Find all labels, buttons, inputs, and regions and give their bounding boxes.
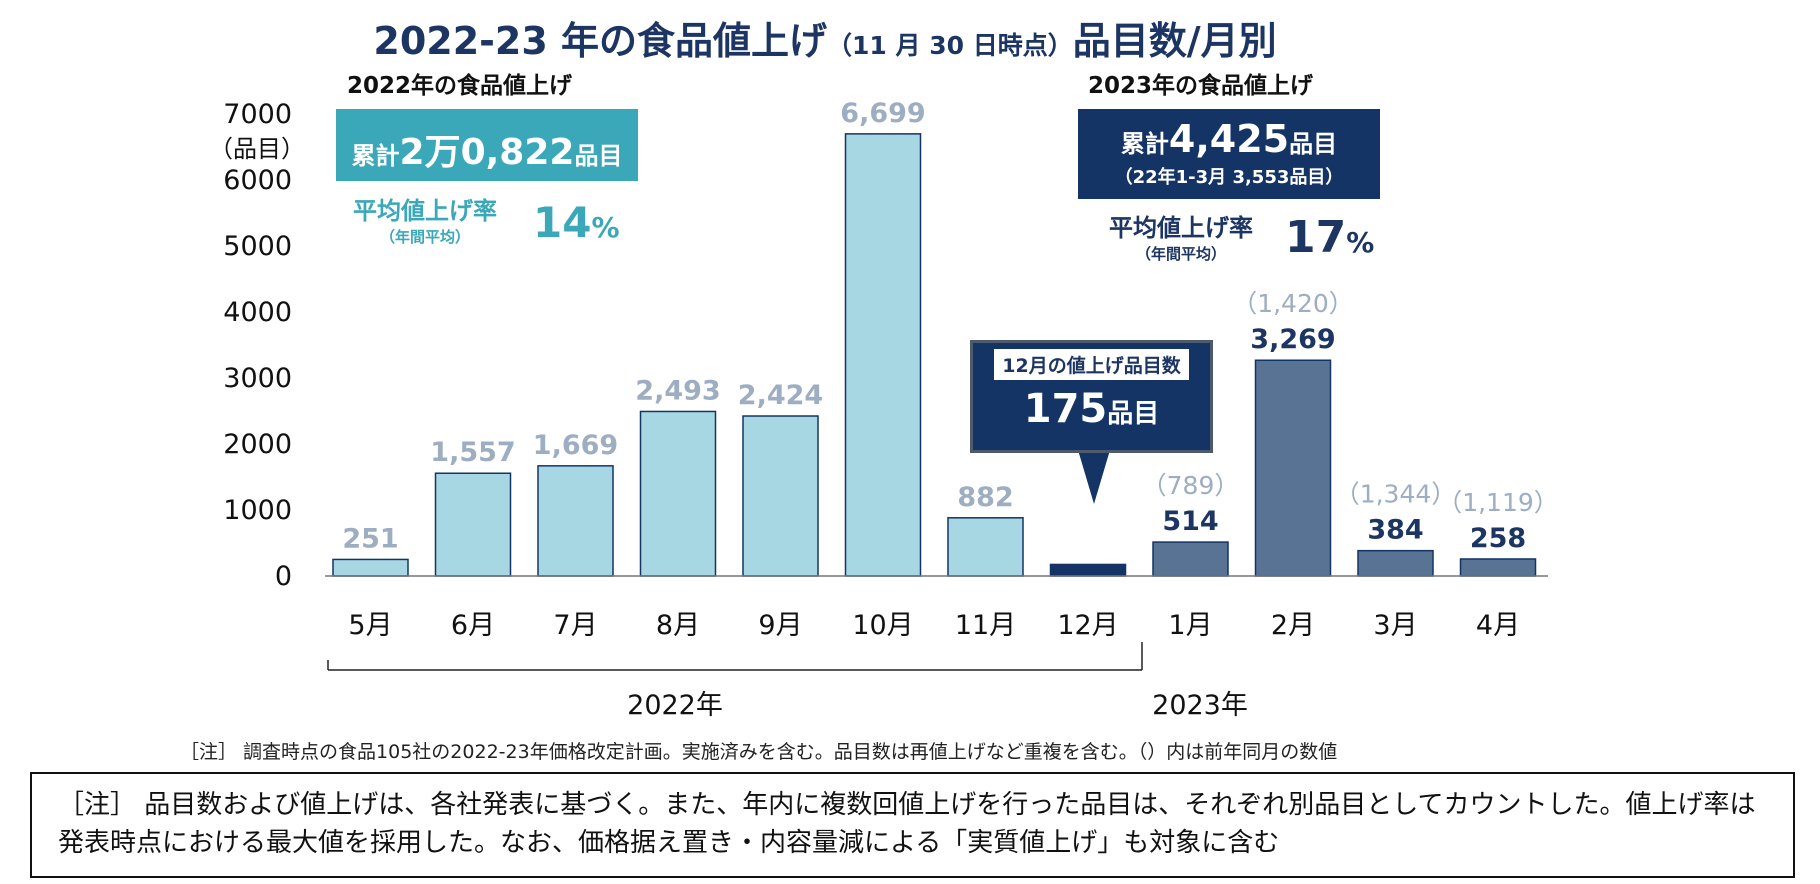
prev-year-label: （1,119） — [1437, 488, 1559, 517]
prev-year-label: （789） — [1142, 471, 1240, 500]
x-tick-label: 5月 — [348, 610, 392, 641]
x-tick-label: 2月 — [1271, 610, 1315, 641]
bar-9 — [1152, 541, 1229, 577]
x-tick-label: 1月 — [1168, 610, 1212, 641]
data-label: 2,424 — [738, 380, 823, 411]
data-labels: 251 1,557 1,669 2,493 2,424 6,699 882 514 （789） 3… — [342, 98, 1558, 555]
avg-rate-2022-title: 平均値上げ率 — [353, 197, 497, 225]
bar-8 — [1049, 563, 1127, 577]
avg-rate-2022-value: 14 — [533, 198, 592, 247]
total-2022-value: 2万0,822 — [399, 132, 575, 173]
data-label: 3,269 — [1250, 324, 1335, 355]
avg-rate-2023: 17% — [1285, 212, 1374, 263]
bar-7 — [947, 517, 1024, 577]
avg-rate-2023-label: 平均値上げ率 （年間平均） — [1096, 208, 1266, 264]
y-tick-label: 2000 — [223, 429, 292, 460]
data-label: 514 — [1162, 506, 1218, 537]
bar-4 — [639, 410, 717, 577]
bar-6 — [844, 133, 922, 577]
chart-title: 2022-23 年の食品値上げ（11 月 30 日時点）品目数/月別 — [0, 10, 1650, 65]
y-axis: 0 1000 2000 3000 4000 5000 6000 7000 （品目） — [209, 99, 305, 592]
x-tick-label: 4月 — [1476, 610, 1520, 641]
section-label-2022: 2022年の食品値上げ — [347, 73, 573, 99]
total-2023-note: （22年1-3月 3,553品目） — [1114, 167, 1344, 188]
bars — [332, 133, 1537, 577]
callout-pointer — [1078, 450, 1110, 504]
total-2022-unit: 品目 — [574, 142, 623, 170]
title-tail: 品目数/月別 — [1072, 19, 1277, 63]
data-label: 384 — [1367, 515, 1423, 546]
section-label-2023: 2023年の食品値上げ — [1088, 73, 1314, 99]
year-label-2022: 2022年 — [627, 690, 723, 720]
prev-year-label: （1,344） — [1335, 480, 1457, 509]
avg-rate-2023-title: 平均値上げ率 — [1109, 214, 1253, 242]
bar-11 — [1357, 549, 1434, 577]
y-tick-label: 0 — [275, 561, 292, 592]
avg-rate-2022-label: 平均値上げ率 （年間平均） — [340, 191, 510, 247]
title-sub: （11 月 30 日時点） — [827, 31, 1073, 60]
data-label: 1,669 — [533, 430, 618, 461]
december-callout: 12月の値上げ品目数 175品目 — [970, 340, 1213, 453]
data-label: 258 — [1470, 523, 1526, 554]
year-label-2023: 2023年 — [1152, 690, 1248, 720]
footnote-1: ［注］ 調査時点の食品105社の2022-23年価格改定計画。実施済みを含む。品… — [180, 741, 1338, 763]
data-label: 882 — [957, 482, 1013, 513]
y-tick-label: 3000 — [223, 363, 292, 394]
avg-rate-2022-sub: （年間平均） — [379, 228, 470, 246]
footnote-2: ［注］ 品目数および値上げは、各社発表に基づく。また、年内に複数回値上げを行った… — [58, 790, 1756, 858]
x-tick-label: 6月 — [451, 610, 495, 641]
december-callout-unit: 品目 — [1107, 399, 1160, 429]
title-main: 2022-23 年の食品値上げ — [373, 19, 828, 63]
prev-year-label: （1,420） — [1232, 289, 1354, 318]
december-callout-label: 12月の値上げ品目数 — [994, 349, 1189, 380]
avg-rate-2022: 14% — [533, 198, 620, 247]
x-tick-label: 8月 — [656, 610, 700, 641]
total-2023-unit: 品目 — [1289, 130, 1338, 158]
avg-rate-2023-value: 17 — [1285, 212, 1347, 263]
data-label: 2,493 — [635, 375, 720, 406]
x-tick-label: 3月 — [1373, 610, 1417, 641]
total-2023-value: 4,425 — [1168, 117, 1290, 161]
total-2023-prefix: 累計 — [1120, 130, 1169, 158]
x-axis: 5月 6月 7月 8月 9月 10月 11月 12月 1月 2月 3月 4月 — [325, 575, 1548, 641]
total-2022-box: 累計2万0,822品目 — [336, 109, 638, 181]
y-tick-label: 5000 — [223, 231, 292, 262]
december-callout-value: 175 — [1023, 386, 1108, 432]
y-tick-label: 4000 — [223, 297, 292, 328]
bar-5 — [742, 415, 819, 577]
footnote-2-box: ［注］ 品目数および値上げは、各社発表に基づく。また、年内に複数回値上げを行った… — [30, 772, 1795, 878]
avg-rate-2023-sub: （年間平均） — [1135, 245, 1226, 263]
avg-rate-2022-unit: % — [591, 211, 620, 244]
data-label: 251 — [342, 523, 398, 554]
y-tick-label: 1000 — [223, 495, 292, 526]
y-axis-unit-label: （品目） — [209, 135, 305, 163]
total-2023-box: 累計4,425品目 （22年1-3月 3,553品目） — [1078, 109, 1380, 199]
bar-12 — [1459, 558, 1537, 577]
data-label: 6,699 — [840, 98, 925, 129]
bar-1 — [332, 558, 409, 577]
bar-3 — [537, 465, 614, 577]
y-tick-label: 7000 — [223, 99, 292, 130]
bar-2 — [434, 472, 512, 577]
bar-10 — [1254, 359, 1332, 577]
total-2022-prefix: 累計 — [351, 142, 400, 170]
x-tick-label: 11月 — [955, 610, 1016, 641]
y-tick-label: 6000 — [223, 165, 292, 196]
bar-chart: 0 1000 2000 3000 4000 5000 6000 7000 （品目） 251 1,5… — [209, 98, 1559, 720]
x-tick-label: 7月 — [553, 610, 597, 641]
avg-rate-2023-unit: % — [1346, 226, 1375, 259]
data-label: 1,557 — [430, 437, 515, 468]
x-tick-label: 12月 — [1057, 610, 1118, 641]
x-tick-label: 10月 — [852, 610, 913, 641]
year-bracket: 2022年 2023年 — [327, 642, 1248, 720]
x-tick-label: 9月 — [758, 610, 802, 641]
